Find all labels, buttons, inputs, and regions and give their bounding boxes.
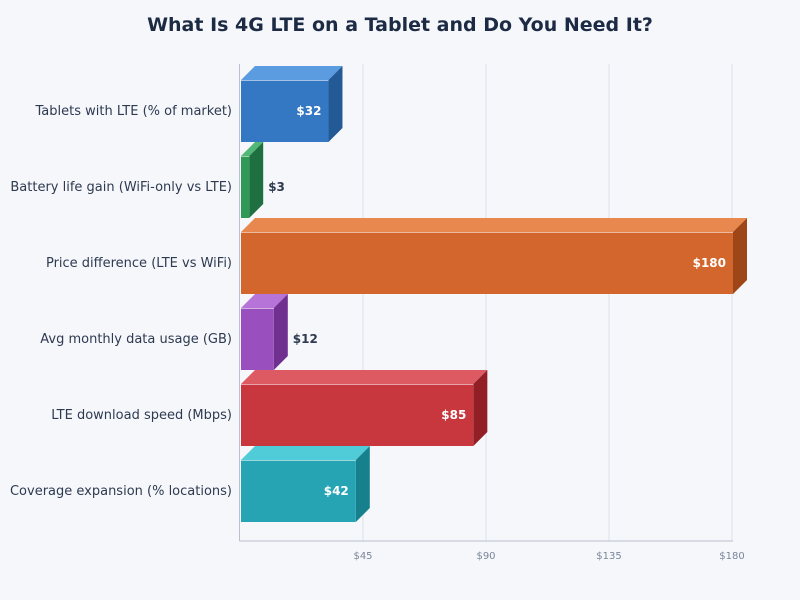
- category-label: Tablets with LTE (% of market): [35, 103, 233, 119]
- bar-side-face: [328, 66, 343, 142]
- bar-side-face: [473, 370, 488, 446]
- category-label: Price difference (LTE vs WiFi): [45, 255, 232, 271]
- x-tick-label: $180: [719, 551, 744, 562]
- category-label: Battery life gain (WiFi-only vs LTE): [10, 179, 232, 195]
- bar: [241, 232, 733, 294]
- bar-top-face: [241, 142, 264, 156]
- x-tick-label: $90: [476, 551, 495, 562]
- bar-top-face: [241, 370, 488, 384]
- bar-top-face: [241, 66, 343, 80]
- bar-value-label: $180: [693, 256, 726, 270]
- x-tick-label: $135: [596, 551, 621, 562]
- bar: [241, 80, 329, 142]
- bar-value-label: $3: [268, 180, 285, 194]
- bar-side-face: [733, 218, 747, 294]
- chart-title: What Is 4G LTE on a Tablet and Do You Ne…: [147, 14, 653, 36]
- bar: [241, 156, 250, 218]
- category-label: LTE download speed (Mbps): [51, 407, 232, 423]
- bar-value-label: $85: [441, 408, 466, 422]
- bar-value-label: $32: [296, 104, 321, 118]
- bar-top-face: [241, 446, 370, 460]
- x-tick-label: $45: [353, 551, 372, 562]
- bar: [241, 384, 474, 446]
- bar-top-face: [241, 294, 288, 308]
- bar-value-label: $12: [293, 332, 318, 346]
- bar-side-face: [273, 294, 288, 370]
- bar-top-face: [241, 218, 747, 232]
- category-label: Avg monthly data usage (GB): [40, 331, 232, 347]
- bar-value-label: $42: [324, 484, 349, 498]
- bar: [241, 308, 274, 370]
- bar-side-face: [355, 446, 370, 522]
- bar-side-face: [249, 142, 264, 218]
- category-label: Coverage expansion (% locations): [9, 483, 232, 499]
- bar: [241, 460, 356, 522]
